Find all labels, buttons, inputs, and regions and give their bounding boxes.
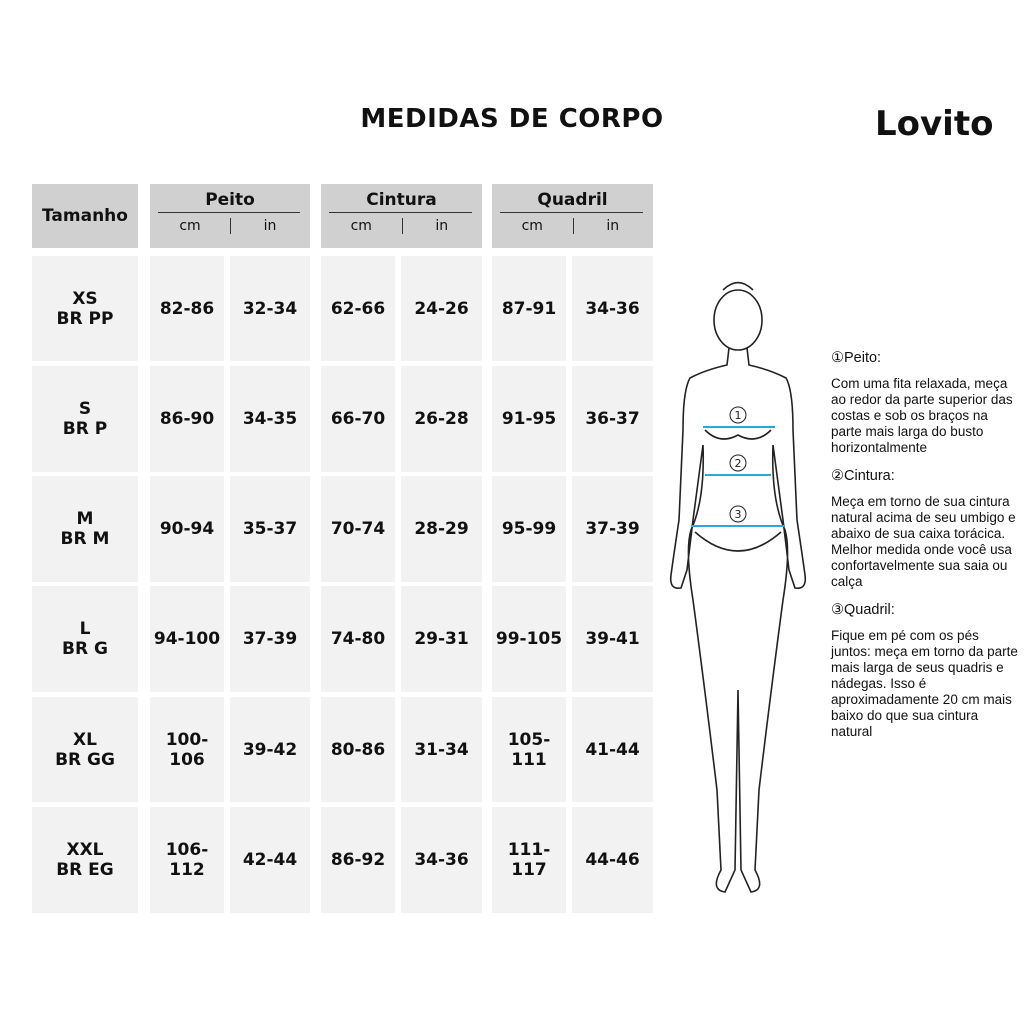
body-figure: 1 2 3 bbox=[669, 281, 807, 893]
head-shape bbox=[713, 289, 763, 351]
size-label: S bbox=[78, 399, 92, 419]
value-cell: 66-70 bbox=[321, 366, 395, 472]
value-cell: 87-91 bbox=[492, 256, 566, 361]
value-cell: 34-36 bbox=[572, 256, 653, 361]
value-cell: 41-44 bbox=[572, 697, 653, 802]
value-cell: 86-92 bbox=[321, 807, 395, 913]
size-cell: XS BR PP bbox=[32, 256, 138, 361]
divider bbox=[500, 212, 643, 213]
bust-line bbox=[704, 429, 772, 440]
value-cell: 42-44 bbox=[230, 807, 310, 913]
size-cell: XXL BR EG bbox=[32, 807, 138, 913]
value-cell: 111-117 bbox=[492, 807, 566, 913]
brand-logo: Lovito bbox=[875, 104, 994, 144]
br-size-label: BR PP bbox=[56, 308, 114, 329]
value-cell: 70-74 bbox=[321, 476, 395, 582]
size-cell: S BR P bbox=[32, 366, 138, 472]
value-cell: 37-39 bbox=[230, 586, 310, 692]
value-cell: 39-42 bbox=[230, 697, 310, 802]
size-cell: XL BR GG bbox=[32, 697, 138, 802]
br-size-label: BR P bbox=[62, 419, 108, 439]
divider bbox=[401, 218, 403, 234]
value-cell: 28-29 bbox=[401, 476, 482, 582]
unit-cm: cm bbox=[179, 218, 201, 234]
divider bbox=[230, 218, 231, 234]
size-header-label: Tamanho bbox=[42, 206, 128, 226]
size-cell: L BR G bbox=[32, 586, 138, 692]
unit-in: in bbox=[606, 218, 620, 234]
value-cell: 29-31 bbox=[401, 586, 482, 692]
header-waist: Cintura cm in bbox=[321, 184, 482, 248]
value-cell: 62-66 bbox=[321, 256, 395, 361]
value-cell: 74-80 bbox=[321, 586, 395, 692]
value-cell: 105-111 bbox=[492, 697, 566, 802]
note-hip-heading: ③Quadril: bbox=[831, 602, 895, 618]
hair-bun bbox=[722, 281, 754, 291]
size-label: L bbox=[79, 619, 91, 639]
value-cell: 82-86 bbox=[150, 256, 224, 361]
header-hip: Quadril cm in bbox=[492, 184, 653, 248]
size-label: XXL bbox=[66, 840, 104, 860]
br-size-label: BR EG bbox=[56, 860, 114, 880]
marker-1: 1 bbox=[735, 409, 742, 422]
value-cell: 37-39 bbox=[572, 476, 653, 582]
value-cell: 86-90 bbox=[150, 366, 224, 472]
size-cell: M BR M bbox=[32, 476, 138, 582]
value-cell: 100-106 bbox=[150, 697, 224, 802]
br-size-label: BR GG bbox=[55, 749, 115, 770]
br-size-label: BR M bbox=[60, 529, 110, 549]
value-cell: 91-95 bbox=[492, 366, 566, 472]
value-cell: 106-112 bbox=[150, 807, 224, 913]
value-cell: 36-37 bbox=[572, 366, 653, 472]
group-name: Cintura bbox=[366, 190, 437, 210]
unit-in: in bbox=[263, 218, 277, 234]
size-label: XL bbox=[73, 729, 97, 750]
unit-cm: cm bbox=[350, 218, 372, 234]
value-cell: 39-41 bbox=[572, 586, 653, 692]
unit-in: in bbox=[435, 218, 449, 234]
value-cell: 95-99 bbox=[492, 476, 566, 582]
size-label: M bbox=[76, 509, 94, 529]
divider bbox=[158, 212, 300, 213]
value-cell: 34-35 bbox=[230, 366, 310, 472]
value-cell: 90-94 bbox=[150, 476, 224, 582]
marker-3: 3 bbox=[735, 508, 742, 521]
value-cell: 99-105 bbox=[492, 586, 566, 692]
value-cell: 26-28 bbox=[401, 366, 482, 472]
value-cell: 35-37 bbox=[230, 476, 310, 582]
value-cell: 34-36 bbox=[401, 807, 482, 913]
value-cell: 80-86 bbox=[321, 697, 395, 802]
note-chest-text: Com uma fita relaxada, meça ao redor da … bbox=[831, 376, 1013, 455]
value-cell: 44-46 bbox=[572, 807, 653, 913]
note-waist-heading: ②Cintura: bbox=[831, 468, 895, 484]
body-outline bbox=[669, 347, 807, 893]
note-chest-heading: ①Peito: bbox=[831, 350, 882, 366]
group-name: Peito bbox=[205, 190, 255, 210]
unit-cm: cm bbox=[521, 218, 543, 234]
value-cell: 94-100 bbox=[150, 586, 224, 692]
marker-2: 2 bbox=[735, 457, 742, 470]
header-chest: Peito cm in bbox=[150, 184, 310, 248]
divider bbox=[572, 218, 574, 234]
size-label: XS bbox=[72, 288, 98, 309]
hip-line bbox=[694, 531, 782, 552]
value-cell: 31-34 bbox=[401, 697, 482, 802]
page-title: MEDIDAS DE CORPO bbox=[360, 104, 664, 134]
value-cell: 24-26 bbox=[401, 256, 482, 361]
size-header: Tamanho bbox=[32, 184, 138, 248]
br-size-label: BR G bbox=[62, 639, 108, 659]
measurement-notes: ①Peito: Com uma fita relaxada, meça ao r… bbox=[831, 350, 1021, 752]
measuring-tapes bbox=[691, 426, 785, 527]
value-cell: 32-34 bbox=[230, 256, 310, 361]
note-waist-text: Meça em torno de sua cintura natural aci… bbox=[831, 494, 1016, 589]
divider bbox=[329, 212, 472, 213]
note-hip-text: Fique em pé com os pés juntos: meça em t… bbox=[831, 628, 1018, 739]
group-name: Quadril bbox=[537, 190, 608, 210]
